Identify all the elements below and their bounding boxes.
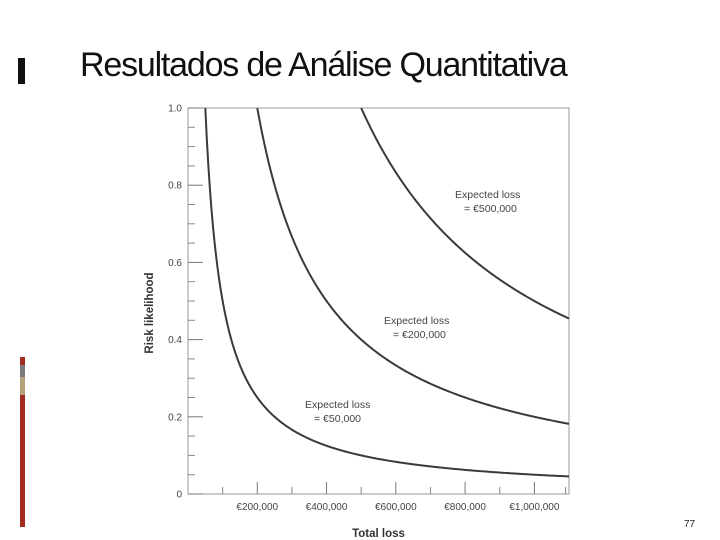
series-annotation-line2: = €200,000	[393, 329, 446, 341]
x-tick-label: €600,000	[375, 502, 417, 513]
y-tick-label: 0.4	[168, 335, 182, 346]
accent-bar-1	[20, 357, 25, 365]
series-annotation-line1: Expected loss	[305, 399, 370, 411]
x-tick-label: €400,000	[306, 502, 348, 513]
x-tick-label: €800,000	[444, 502, 486, 513]
plot-frame	[187, 107, 570, 495]
series-annotation-line2: = €500,000	[464, 203, 517, 215]
series-line-1	[204, 107, 570, 478]
y-tick-label: 0	[176, 490, 182, 501]
title-marker	[18, 58, 25, 84]
x-tick-label: €200,000	[236, 502, 278, 513]
series-annotation-line1: Expected loss	[455, 189, 520, 201]
y-tick-label: 0.2	[168, 412, 182, 423]
y-tick-label: 0.8	[168, 181, 182, 192]
accent-bar-2	[20, 365, 25, 377]
y-tick-label: 0.6	[168, 258, 182, 269]
slide-title: Resultados de Análise Quantitativa	[80, 46, 568, 84]
x-tick-label: €1,000,000	[509, 502, 559, 513]
series-line-2	[256, 107, 570, 425]
page-number: 77	[684, 519, 696, 530]
series-annotation-line1: Expected loss	[384, 315, 449, 327]
series-annotation-line2: = €50,000	[314, 413, 361, 425]
accent-bar-4	[20, 395, 25, 527]
x-axis-title: Total loss	[352, 528, 405, 540]
accent-bar-3	[20, 377, 25, 395]
y-axis-title: Risk likelihood	[144, 272, 156, 353]
y-tick-label: 1.0	[168, 104, 182, 115]
series-line-3	[360, 107, 570, 320]
